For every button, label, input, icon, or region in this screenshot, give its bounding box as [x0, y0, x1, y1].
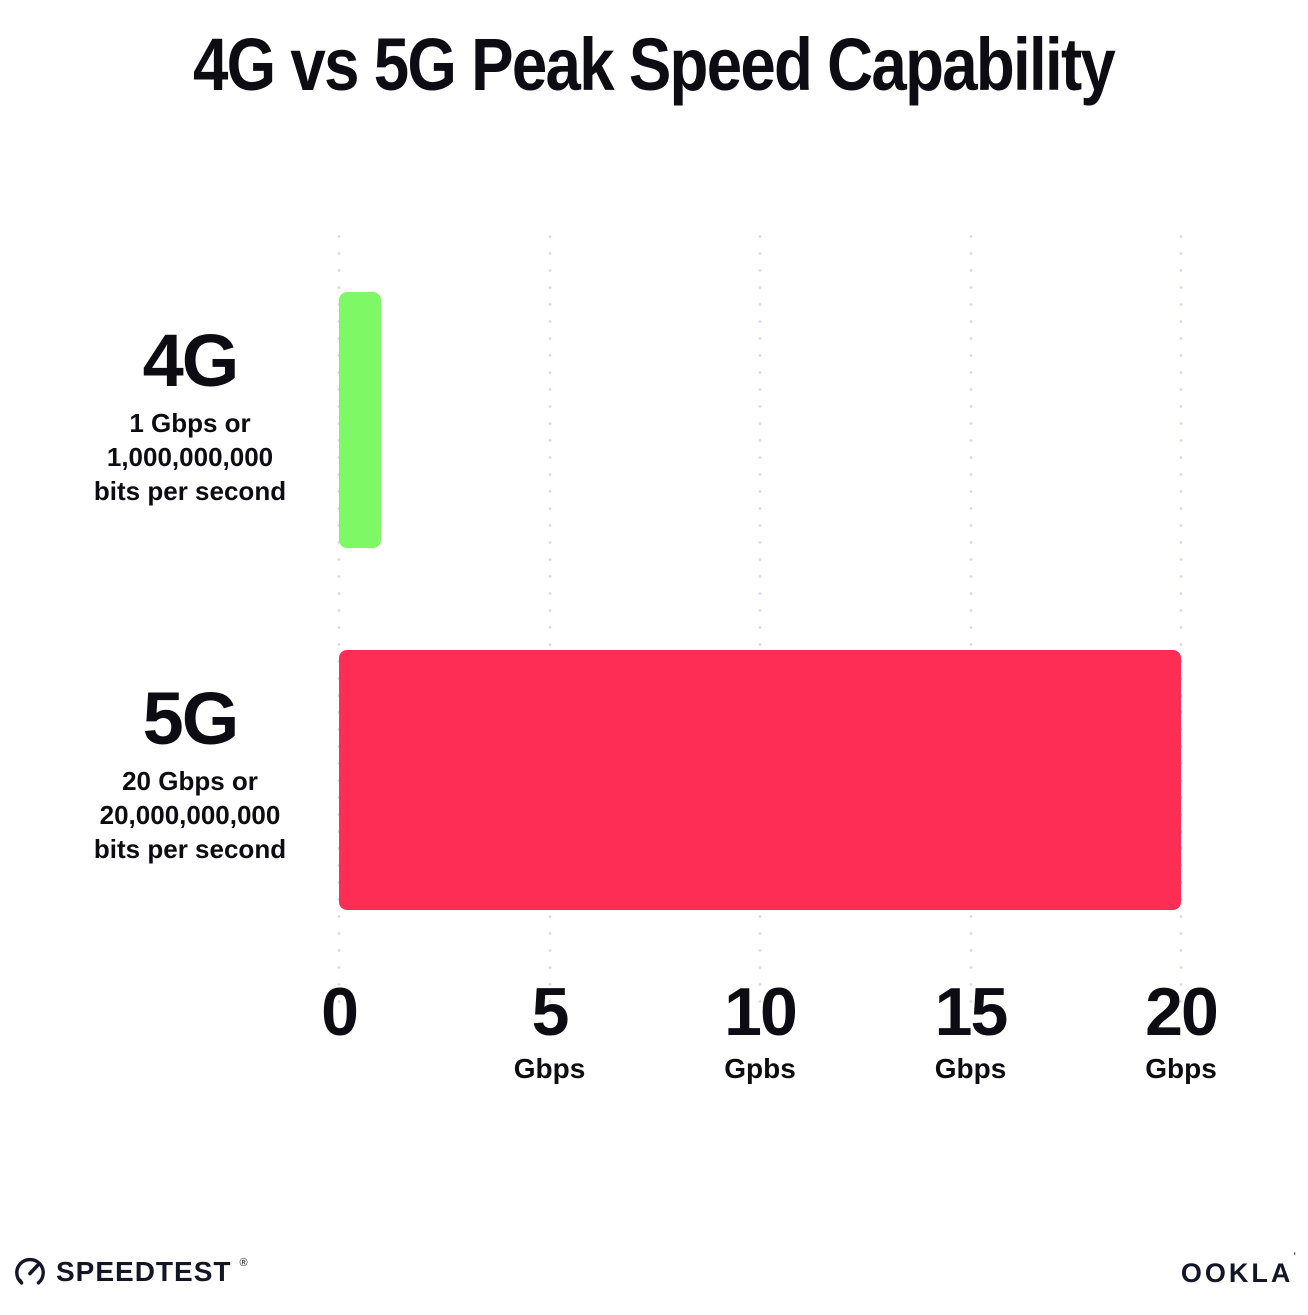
desc-line: 1 Gbps or [129, 408, 251, 438]
desc-line: 1,000,000,000 [106, 442, 274, 472]
x-tick-unit: Gbps [934, 1053, 1007, 1084]
x-tick-unit: Gbps [513, 1053, 586, 1084]
x-tick-label: 20 [1145, 974, 1219, 1050]
x-tick-15: 15 Gbps [934, 974, 1009, 1084]
bar-5g [339, 650, 1181, 910]
category-desc-4g: 1 Gbps or 1,000,000,000 bits per second [45, 406, 335, 508]
bar-4g [339, 292, 382, 548]
title-row: 4G vs 5G Peak Speed Capability [0, 22, 1308, 107]
category-label-5g: 5G 20 Gbps or 20,000,000,000 bits per se… [45, 681, 335, 866]
speedtest-trademark: ® [239, 1257, 248, 1269]
category-label-4g: 4G 1 Gbps or 1,000,000,000 bits per seco… [45, 323, 335, 508]
x-tick-label: 15 [934, 974, 1009, 1050]
ookla-logo: OOKLA’ [1180, 1250, 1296, 1289]
speedtest-wordmark: SPEEDTEST [56, 1256, 232, 1287]
gridline [758, 228, 762, 1005]
x-tick-label: 5 [531, 974, 570, 1050]
category-desc-5g: 20 Gbps or 20,000,000,000 bits per secon… [45, 764, 335, 866]
speedtest-gauge-icon [12, 1254, 48, 1290]
category-name-5g: 5G [142, 677, 240, 760]
desc-line: bits per second [93, 476, 287, 506]
category-name-4g: 4G [142, 319, 240, 402]
chart-title: 4G vs 5G Peak Speed Capability [193, 23, 1116, 106]
x-tick-label: 0 [321, 974, 359, 1050]
ookla-wordmark: OOKLA [1180, 1258, 1294, 1288]
desc-line: 20 Gbps or [122, 766, 258, 796]
gridline [969, 228, 972, 1005]
x-axis: 0 5 Gbps 10 Gpbs 15 Gbps 20 Gbps [321, 974, 1219, 1102]
gridline [337, 228, 341, 1005]
x-tick-label: 10 [724, 974, 798, 1050]
speedtest-logo: SPEEDTEST ® [12, 1254, 248, 1290]
gridline [1179, 228, 1183, 1005]
plot-area [337, 228, 1183, 1005]
desc-line: bits per second [93, 834, 287, 864]
x-tick-0: 0 [321, 974, 359, 1054]
x-tick-5: 5 Gbps [513, 974, 586, 1084]
x-tick-20: 20 Gbps [1145, 974, 1219, 1084]
gridline [548, 228, 551, 1005]
desc-line: 20,000,000,000 [99, 800, 281, 830]
x-tick-unit: Gbps [1145, 1053, 1217, 1084]
x-tick-unit: Gpbs [724, 1053, 796, 1084]
x-tick-10: 10 Gpbs [724, 974, 798, 1084]
ookla-trademark: ’ [1293, 1250, 1296, 1264]
